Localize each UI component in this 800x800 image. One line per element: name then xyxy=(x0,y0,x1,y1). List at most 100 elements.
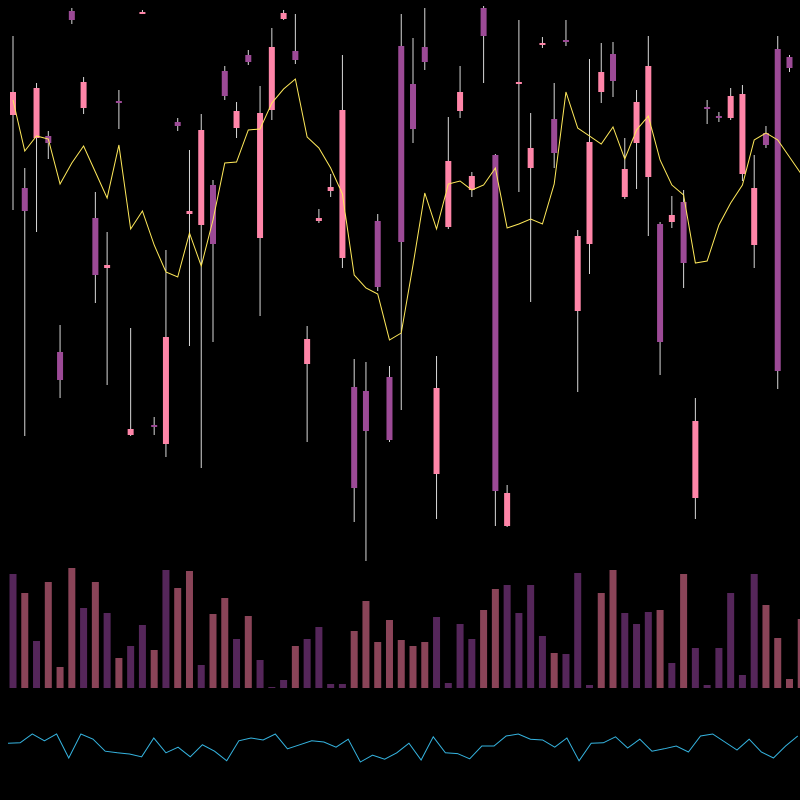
candle-body xyxy=(657,224,664,342)
candle-body xyxy=(198,130,205,225)
candle-body xyxy=(315,218,322,221)
candle-body xyxy=(68,11,75,20)
volume-bar xyxy=(538,636,546,688)
volume-pane xyxy=(9,568,800,688)
volume-bar xyxy=(644,612,652,688)
candle-body xyxy=(480,8,487,36)
volume-bar xyxy=(374,642,382,688)
volume-bar xyxy=(421,642,429,688)
candle-body xyxy=(680,202,687,263)
volume-bar xyxy=(491,589,499,688)
volume-bar xyxy=(221,598,229,688)
volume-bar xyxy=(91,582,99,688)
candle-body xyxy=(221,71,228,96)
volume-bar xyxy=(691,648,699,688)
volume-bar xyxy=(562,654,570,688)
candle-body xyxy=(398,46,405,242)
volume-bar xyxy=(162,570,170,688)
volume-bar xyxy=(244,616,252,688)
volume-bar xyxy=(668,663,676,688)
candle-body xyxy=(598,72,605,92)
volume-bar xyxy=(44,582,52,688)
volume-bar xyxy=(362,601,370,688)
volume-bar xyxy=(385,620,393,688)
volume-bar xyxy=(291,646,299,688)
candle-body xyxy=(257,113,264,238)
candle-body xyxy=(610,54,617,81)
volume-bar xyxy=(527,585,535,688)
volume-bar xyxy=(715,648,723,688)
indicator-line xyxy=(7,733,799,763)
candle-body xyxy=(527,148,534,168)
volume-bar xyxy=(750,574,758,688)
volume-bar xyxy=(574,573,582,688)
candle-body xyxy=(151,425,158,427)
volume-bar xyxy=(656,610,664,688)
volume-bar xyxy=(280,680,288,688)
volume-bar xyxy=(33,641,41,688)
volume-bar xyxy=(268,687,276,688)
volume-bar xyxy=(174,588,182,688)
candle-body xyxy=(410,84,417,129)
candle-body xyxy=(10,92,16,115)
volume-bar xyxy=(444,683,452,688)
candle-body xyxy=(280,13,287,19)
volume-bar xyxy=(762,605,770,688)
volume-bar xyxy=(409,646,417,688)
volume-bar xyxy=(468,639,476,688)
candle-body xyxy=(751,188,758,245)
volume-bar xyxy=(397,640,405,688)
candle-body xyxy=(80,82,87,108)
volume-bar xyxy=(327,684,335,688)
volume-bar xyxy=(703,685,711,688)
volume-bar xyxy=(103,613,111,688)
candle-body xyxy=(551,119,558,153)
volume-bar xyxy=(680,574,688,688)
candle-body xyxy=(351,387,358,488)
candle-body xyxy=(515,82,522,84)
candle-body xyxy=(586,142,593,244)
candle-body xyxy=(457,92,464,111)
volume-bar xyxy=(515,613,523,688)
volume-bar xyxy=(433,617,441,688)
volume-bar xyxy=(550,653,558,688)
candle-body xyxy=(33,88,40,138)
candle-body xyxy=(562,40,569,42)
candle-body xyxy=(539,43,546,45)
candlestick-pane xyxy=(10,6,793,561)
volume-bar xyxy=(503,585,511,688)
candle-body xyxy=(292,51,299,60)
indicator-pane xyxy=(7,733,799,763)
candle-body xyxy=(162,337,169,444)
moving-average-line xyxy=(12,78,800,341)
candle-body xyxy=(421,47,428,62)
candle-body xyxy=(21,188,28,211)
moving-average-layer xyxy=(12,78,800,341)
volume-bar xyxy=(456,624,464,688)
candle-body xyxy=(504,493,511,526)
candle-body xyxy=(633,102,640,143)
candle-body xyxy=(268,47,275,110)
volume-bar xyxy=(150,650,158,688)
volume-bar xyxy=(621,613,629,688)
candle-body xyxy=(386,377,393,440)
volume-bar xyxy=(256,660,264,688)
candle-body xyxy=(762,133,769,145)
volume-bar xyxy=(480,610,488,688)
volume-bar xyxy=(738,675,746,688)
candle-body xyxy=(668,215,675,222)
candle-body xyxy=(433,388,440,474)
candle-body xyxy=(210,185,216,244)
candle-body xyxy=(127,429,134,435)
candle-body xyxy=(339,110,346,258)
volume-bar xyxy=(338,684,346,688)
volume-bar xyxy=(597,593,605,688)
candle-body xyxy=(104,265,111,268)
candle-body xyxy=(57,352,64,380)
volume-bar xyxy=(774,638,782,688)
candle-body xyxy=(645,66,652,177)
candle-body xyxy=(186,211,193,214)
volume-bar xyxy=(303,639,311,688)
volume-bar xyxy=(233,639,241,688)
